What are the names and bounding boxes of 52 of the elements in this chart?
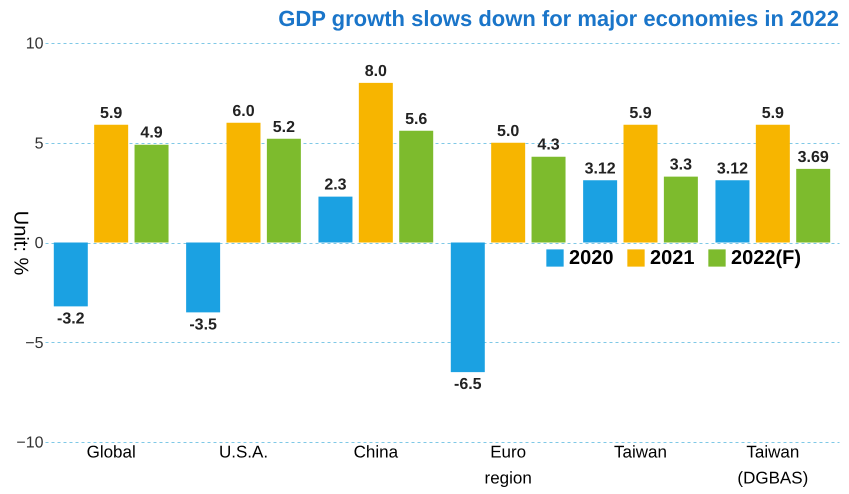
bar [318,196,352,242]
x-tick-label: Taiwan (DGBAS) [737,442,808,488]
bar [664,176,698,242]
bar [266,138,301,242]
bar [450,242,485,372]
bar [796,168,830,242]
x-tick-label: Euro region [484,442,532,488]
bar [715,180,750,242]
data-label: 6.0 [232,102,255,120]
y-tick-label: 0 [34,235,44,252]
data-label: 3.3 [670,156,692,174]
data-label: 5.2 [272,118,296,136]
bar [358,82,393,242]
data-label: 5.0 [497,122,520,140]
y-tick-label: 10 [26,36,44,52]
data-label: -3.2 [57,310,85,328]
data-label: 5.6 [405,110,428,128]
bar [532,156,566,242]
y-tick-label: 5 [34,135,44,152]
y-tick-label: −5 [25,334,44,352]
y-tick-label: −10 [16,434,44,452]
bar [54,242,88,306]
bar [226,122,260,242]
data-label: 3.12 [584,160,616,178]
bar [399,130,434,242]
data-label: 4.9 [140,124,163,142]
data-label: 5.9 [762,104,784,122]
data-label: -6.5 [454,376,482,394]
bar [491,142,526,242]
data-label: 5.9 [100,104,122,122]
legend-label: 2021 [650,247,694,269]
data-label: 3.69 [798,148,829,166]
x-tick-label: U.S.A. [218,442,268,462]
data-label: 3.12 [716,160,748,178]
data-label: 5.9 [629,104,652,122]
chart-title: GDP growth slows down for major economies in 2022 [278,6,839,31]
data-label: 2.3 [324,176,347,194]
x-tick-label: China [354,442,399,462]
bar [186,242,220,312]
bar [756,124,790,242]
legend-label: 2022(F) [731,247,802,269]
y-axis-title: Unit: % [10,210,32,276]
x-tick-label: Global [86,442,136,462]
x-tick-label: Taiwan [614,442,667,462]
bar [94,124,128,242]
data-label: 4.3 [537,136,560,154]
data-label: 8.0 [364,62,388,80]
bar [583,180,618,242]
bar [624,124,658,242]
data-label: -3.5 [189,316,218,334]
bar [134,144,169,242]
legend-label: 2020 [569,247,614,269]
